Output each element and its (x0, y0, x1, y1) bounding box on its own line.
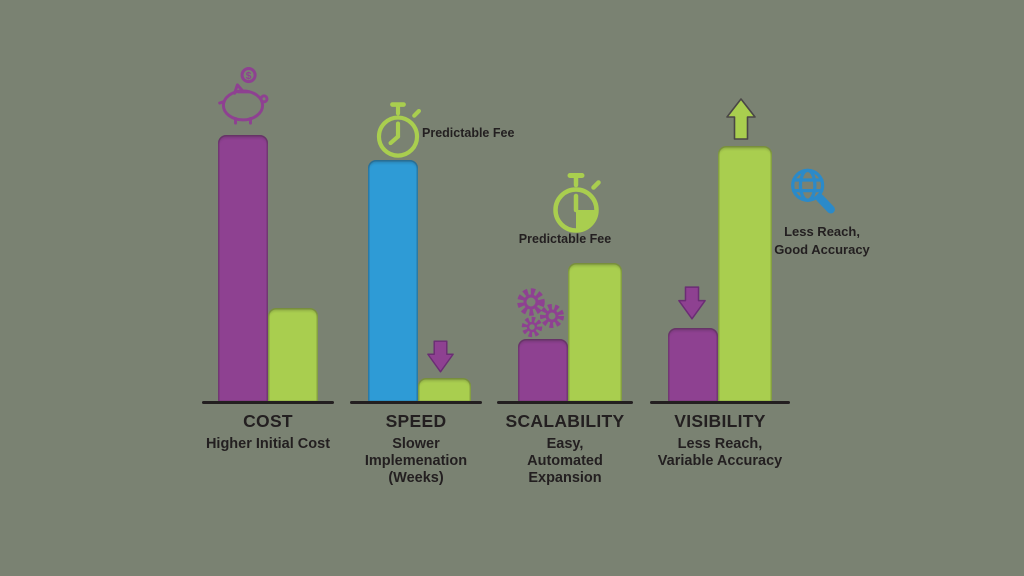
bar-cost-purple (218, 135, 268, 402)
sublabel-line: Variable Accuracy (657, 453, 783, 469)
down-arrow-icon (678, 286, 706, 320)
stopwatch-icon (553, 173, 601, 233)
axis-scalability (497, 401, 633, 405)
sublabel-line: Easy, (546, 436, 584, 452)
sublabel-line: (Weeks) (388, 470, 444, 486)
axis-speed (350, 401, 482, 405)
sublabel-line: Less Reach, (677, 436, 763, 452)
group-scalability: Predictable Fee SCALABILITY Easy, Automa… (497, 0, 633, 576)
annotation-line: Less Reach, (784, 224, 860, 239)
stopwatch-wedge (576, 210, 597, 231)
sublabel-line: Automated (527, 453, 603, 469)
sublabel-line: Slower (392, 436, 440, 452)
dollar-glyph: $ (246, 71, 252, 82)
bar-scalability-green (568, 263, 622, 402)
category-sublabel-cost: Higher Initial Cost (202, 436, 334, 453)
bar-visibility-purple (668, 328, 718, 402)
piggy-bank-icon: $ (218, 67, 269, 125)
sublabel-line: Expansion (528, 470, 602, 486)
gears-icon (517, 288, 564, 338)
annotation-predictable-fee-speed: Predictable Fee (422, 126, 515, 140)
annotation-visibility: Less Reach, Good Accuracy (757, 223, 887, 259)
bar-speed-green (418, 378, 471, 402)
bar-visibility-green (718, 146, 772, 402)
category-label-cost: COST (243, 411, 293, 431)
group-cost: $ COST Higher Initial Cost (202, 0, 334, 576)
bar-scalability-purple (518, 339, 568, 402)
annotation-line: Good Accuracy (774, 242, 870, 257)
category-label-speed: SPEED (385, 411, 447, 431)
group-visibility: VISIBILITY Less Reach, Variable Accuracy (650, 0, 790, 576)
category-sublabel-scalability: Easy, Automated Expansion (497, 436, 633, 487)
sublabel-line: Implemenation (364, 453, 468, 469)
axis-cost (202, 401, 334, 405)
down-arrow-icon (427, 340, 454, 373)
category-label-scalability: SCALABILITY (505, 411, 625, 431)
category-sublabel-speed: Slower Implemenation (Weeks) (350, 436, 482, 487)
sublabel-line: Higher Initial Cost (205, 436, 331, 452)
stopwatch-icon (376, 102, 421, 158)
globe-magnifier-icon (791, 168, 835, 214)
annotation-predictable-fee-scalability: Predictable Fee (518, 232, 612, 246)
up-arrow-icon (726, 98, 756, 140)
category-sublabel-visibility: Less Reach, Variable Accuracy (650, 436, 790, 470)
group-speed: Predictable Fee SPEED Slower Implemenati… (350, 0, 514, 576)
dollar-coin-icon (240, 67, 257, 84)
bar-cost-green (268, 308, 318, 402)
category-label-visibility: VISIBILITY (674, 411, 766, 431)
axis-visibility (650, 401, 790, 405)
bar-speed-blue (368, 160, 418, 402)
